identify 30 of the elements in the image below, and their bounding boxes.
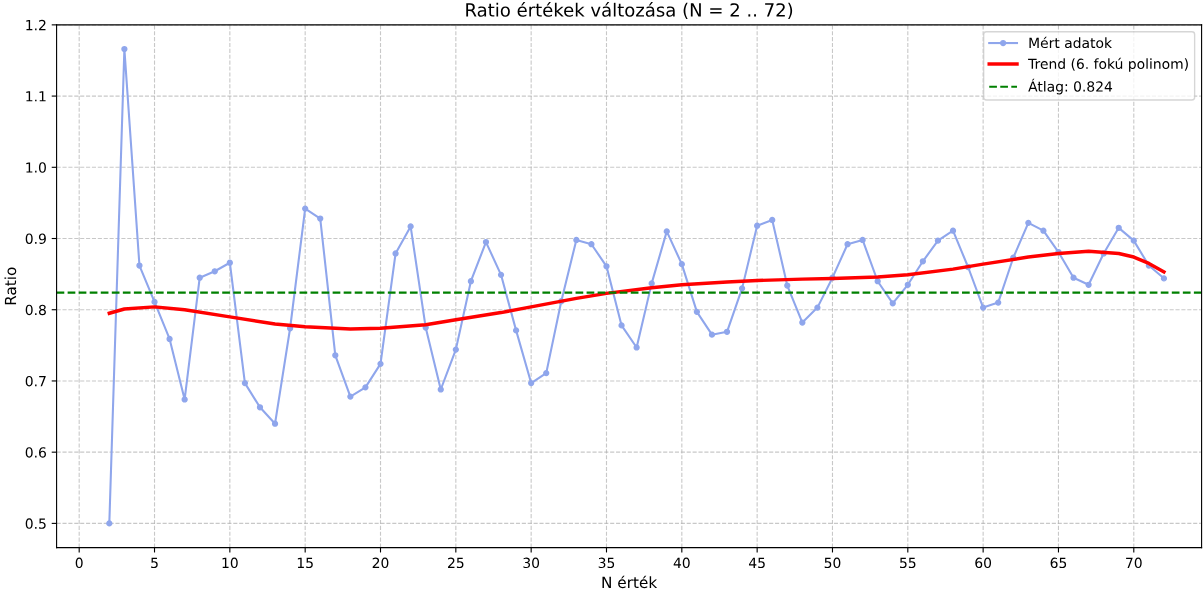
y-tick-label: 0.5 (25, 518, 46, 529)
x-tick-label: 60 (975, 557, 992, 569)
legend-label: Trend (6. fokú polinom) (1028, 57, 1188, 72)
x-tick-label: 65 (1050, 557, 1067, 569)
x-tick-label: 20 (372, 557, 389, 569)
line-series (107, 249, 1166, 331)
y-axis-title: Ratio (4, 267, 17, 305)
y-tick-label: 0.7 (25, 375, 46, 387)
y-tick-label: 0.6 (25, 447, 46, 458)
x-tick-label: 50 (824, 557, 841, 569)
y-tick-label: 0.8 (25, 304, 46, 316)
y-tick-label: 1.2 (26, 19, 46, 31)
x-tick-label: 10 (222, 557, 238, 569)
x-tick-label: 40 (673, 557, 690, 569)
x-tick-label: 5 (151, 557, 158, 569)
legend-label: Mért adatok (1029, 36, 1112, 49)
x-tick-label: 25 (448, 557, 464, 569)
x-tick-label: 55 (900, 557, 916, 569)
y-tick-label: 1.1 (26, 91, 46, 102)
y-tick-label: 1.0 (26, 162, 46, 173)
x-tick-label: 15 (297, 557, 313, 569)
x-tick-label: 35 (598, 557, 615, 569)
chart-title: Ratio értékek változása (N = 2 .. 72) (466, 2, 793, 19)
x-tick-label: 70 (1126, 557, 1142, 569)
legend-label: Átlag: 0.824 (1028, 78, 1113, 95)
x-tick-label: 0 (75, 557, 83, 569)
x-axis-title: N érték (602, 575, 658, 589)
x-tick-label: 30 (523, 557, 540, 569)
x-tick-label: 45 (748, 557, 765, 569)
y-tick-label: 0.9 (25, 233, 46, 244)
